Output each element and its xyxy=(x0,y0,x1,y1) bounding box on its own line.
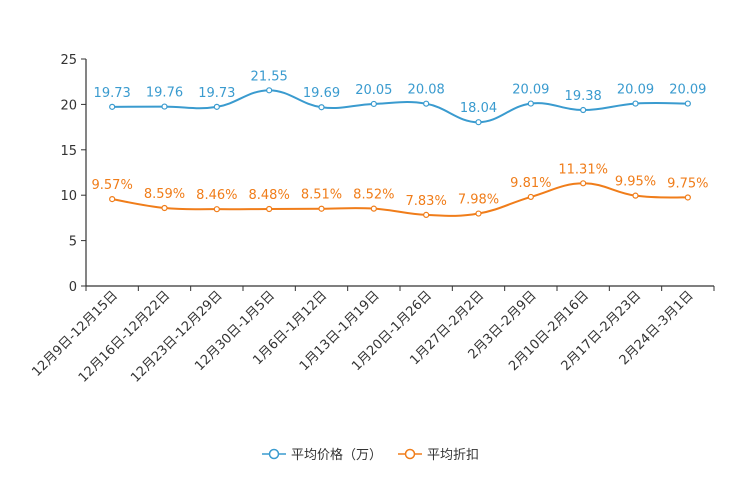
data-label: 7.98% xyxy=(458,193,499,208)
y-tick-label: 5 xyxy=(69,235,77,250)
data-point xyxy=(580,106,587,114)
data-point xyxy=(370,100,377,108)
data-point xyxy=(370,205,377,212)
data-label: 19.38 xyxy=(565,89,602,104)
legend-marker xyxy=(404,448,416,460)
data-label: 20.09 xyxy=(617,83,654,98)
y-tick-label: 20 xyxy=(60,98,77,113)
series-line-2 xyxy=(111,182,688,217)
data-label: 19.73 xyxy=(94,86,131,101)
data-point xyxy=(527,193,534,201)
legend-label: 平均折扣 xyxy=(427,448,479,463)
data-point xyxy=(266,205,273,213)
data-point xyxy=(684,194,691,201)
y-tick-label: 25 xyxy=(60,53,77,68)
data-label: 9.81% xyxy=(510,176,551,191)
legend-marker xyxy=(268,448,280,460)
x-tick-label: 12月9日-12月15日 xyxy=(29,288,121,380)
data-label: 8.48% xyxy=(249,188,290,203)
data-label: 9.95% xyxy=(615,175,656,190)
data-label: 20.09 xyxy=(669,83,706,98)
data-point xyxy=(684,100,691,107)
data-point xyxy=(423,211,430,219)
data-point xyxy=(632,192,639,199)
x-tick-label: 12月16日-12月22日 xyxy=(76,288,173,385)
series-line-1 xyxy=(112,89,688,124)
data-label: 8.59% xyxy=(144,187,185,202)
data-label: 8.52% xyxy=(353,188,394,203)
x-tick-label: 12月23日-12月29日 xyxy=(128,288,225,385)
data-label: 9.75% xyxy=(667,176,708,191)
data-point xyxy=(580,180,587,187)
data-label: 18.04 xyxy=(460,101,497,116)
data-point xyxy=(475,210,482,217)
y-tick-label: 10 xyxy=(60,189,77,204)
data-label: 8.46% xyxy=(196,188,237,203)
y-tick-label: 15 xyxy=(60,144,77,159)
data-point xyxy=(109,196,116,203)
data-label: 7.83% xyxy=(406,194,447,209)
data-point xyxy=(318,205,325,212)
data-point xyxy=(423,100,430,107)
data-point xyxy=(213,103,220,110)
data-point xyxy=(213,206,220,213)
data-point xyxy=(109,103,116,110)
data-point xyxy=(527,100,534,107)
y-tick-label: 0 xyxy=(69,280,77,295)
data-point xyxy=(318,104,325,111)
data-label: 19.73 xyxy=(198,86,235,101)
data-label: 19.76 xyxy=(146,86,183,101)
data-label: 20.09 xyxy=(512,83,549,98)
data-point xyxy=(161,204,168,212)
data-label: 8.51% xyxy=(301,188,342,203)
data-label: 20.08 xyxy=(408,83,445,98)
data-label: 9.57% xyxy=(92,178,133,193)
data-point xyxy=(266,87,273,94)
data-label: 19.69 xyxy=(303,86,340,101)
data-label: 20.05 xyxy=(355,83,392,98)
legend-label: 平均价格（万） xyxy=(291,447,382,463)
data-label: 11.31% xyxy=(558,162,608,177)
data-point xyxy=(632,100,639,107)
data-label: 21.55 xyxy=(251,69,288,84)
data-point xyxy=(161,103,168,110)
data-point xyxy=(475,119,482,126)
